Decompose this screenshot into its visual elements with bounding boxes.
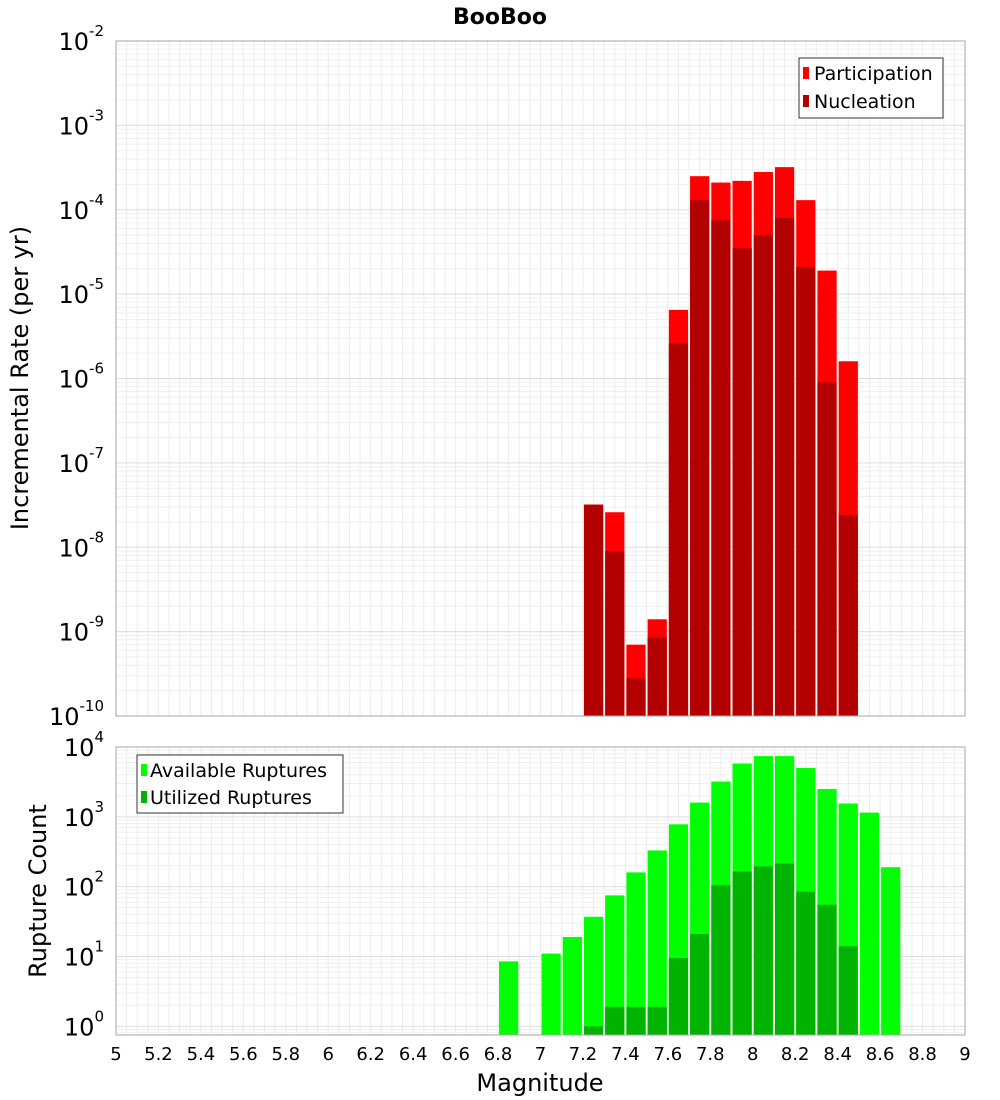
bottom-panel: 100 101 102 103 104 5 5.2 5.4 5.6 5.8 6 6.2 6.4 6.6 6… <box>24 728 971 1097</box>
legend-swatch-available <box>141 764 147 776</box>
top-bar-nucleation <box>626 678 646 716</box>
top-y-ticks: 10-10 10-9 10-8 10-7 10-6 10-5 10-4 10-3 10-2 <box>49 22 104 731</box>
legend-swatch-participation <box>803 67 809 79</box>
bottom-y-tick-label: 102 <box>64 868 104 902</box>
bottom-bar-available-ruptures <box>605 895 625 1035</box>
bottom-bars <box>499 756 901 1035</box>
bottom-bar-utilized-ruptures <box>647 1006 667 1035</box>
bottom-bar-utilized-ruptures <box>690 933 710 1035</box>
top-gridlines <box>115 41 966 717</box>
bottom-y-tick-label: 104 <box>64 728 104 762</box>
top-y-tick-label: 10-3 <box>58 106 104 140</box>
bottom-bar-utilized-ruptures <box>732 871 752 1035</box>
top-bar-nucleation <box>774 217 795 716</box>
bottom-bar-available-ruptures <box>859 812 880 1035</box>
bottom-bar-utilized-ruptures <box>668 958 689 1035</box>
bottom-bar-utilized-ruptures <box>838 946 858 1035</box>
x-tick-label: 8.2 <box>781 1044 810 1065</box>
bottom-bar-available-ruptures <box>499 961 519 1035</box>
chart-title: BooBoo <box>453 5 547 30</box>
bottom-bar-utilized-ruptures <box>753 866 773 1035</box>
top-y-axis-label: Incremental Rate (per yr) <box>6 226 34 530</box>
top-legend: Participation Nucleation <box>798 57 944 119</box>
top-y-tick-label: 10-5 <box>58 275 104 309</box>
bottom-y-ticks: 100 101 102 103 104 <box>64 728 104 1041</box>
bottom-bar-available-ruptures <box>583 916 604 1035</box>
x-tick-label: 5 <box>110 1044 121 1065</box>
x-tick-label: 6 <box>323 1044 334 1065</box>
x-tick-label: 5.8 <box>271 1044 300 1065</box>
bottom-bar-utilized-ruptures <box>626 1006 646 1035</box>
bottom-bar-utilized-ruptures <box>774 863 795 1035</box>
x-tick-label: 7.6 <box>654 1044 683 1065</box>
bottom-plot-frame <box>115 746 966 1036</box>
bottom-bar-utilized-ruptures <box>583 1026 604 1035</box>
bottom-bar-available-ruptures <box>562 936 582 1035</box>
top-bar-nucleation <box>605 551 625 716</box>
legend-swatch-nucleation <box>803 95 809 107</box>
top-bar-nucleation <box>711 220 731 717</box>
legend-label-available: Available Ruptures <box>150 760 327 782</box>
x-tick-label: 8.8 <box>908 1044 937 1065</box>
top-y-tick-label: 10-9 <box>58 613 104 647</box>
top-bars <box>583 167 858 717</box>
top-bar-nucleation <box>732 248 752 717</box>
bottom-y-tick-label: 100 <box>64 1007 104 1041</box>
bottom-y-tick-label: 103 <box>64 798 104 832</box>
x-tick-label: 6.8 <box>484 1044 513 1065</box>
x-axis-label: Magnitude <box>476 1069 603 1097</box>
top-bar-nucleation <box>753 235 773 716</box>
top-legend-box <box>798 57 944 119</box>
x-tick-label: 6.6 <box>441 1044 470 1065</box>
x-tick-label: 7.4 <box>611 1044 640 1065</box>
x-tick-label: 8 <box>747 1044 758 1065</box>
x-tick-label: 6.4 <box>399 1044 428 1065</box>
top-panel: 10-10 10-9 10-8 10-7 10-6 10-5 10-4 10-3 10-2 In… <box>6 22 966 731</box>
top-y-tick-label: 10-6 <box>58 360 104 394</box>
bottom-bar-utilized-ruptures <box>605 1006 625 1035</box>
x-tick-label: 7.8 <box>696 1044 725 1065</box>
x-tick-label: 7.2 <box>569 1044 598 1065</box>
top-bar-nucleation <box>817 382 837 716</box>
legend-swatch-utilized <box>141 791 147 803</box>
top-bar-nucleation <box>838 515 858 716</box>
top-y-tick-label: 10-10 <box>49 697 104 731</box>
bottom-legend-box <box>136 754 344 814</box>
top-y-tick-label: 10-4 <box>58 191 104 225</box>
bottom-legend: Available Ruptures Utilized Ruptures <box>136 754 344 814</box>
bottom-bar-available-ruptures <box>541 953 561 1035</box>
top-bar-nucleation <box>668 343 689 716</box>
bottom-y-tick-label: 101 <box>64 937 104 971</box>
top-plot-frame <box>115 40 966 717</box>
x-tick-label: 8.6 <box>866 1044 895 1065</box>
x-tick-label: 9 <box>959 1044 970 1065</box>
bottom-bar-utilized-ruptures <box>796 891 816 1035</box>
bottom-y-axis-label: Rupture Count <box>24 804 52 978</box>
bottom-bar-available-ruptures <box>626 872 646 1035</box>
bottom-bar-utilized-ruptures <box>711 885 731 1035</box>
top-bar-nucleation <box>647 637 667 716</box>
x-tick-label: 6.2 <box>356 1044 385 1065</box>
top-y-tick-label: 10-8 <box>58 528 104 562</box>
x-tick-label: 7 <box>535 1044 546 1065</box>
top-y-tick-label: 10-7 <box>58 444 104 478</box>
legend-label-participation: Participation <box>814 63 933 85</box>
top-y-tick-label: 10-2 <box>58 22 104 56</box>
legend-label-nucleation: Nucleation <box>814 91 916 113</box>
x-tick-label: 5.4 <box>187 1044 216 1065</box>
x-tick-label: 5.2 <box>144 1044 173 1065</box>
x-tick-label: 8.4 <box>823 1044 852 1065</box>
legend-label-utilized: Utilized Ruptures <box>150 787 312 809</box>
x-ticks: 5 5.2 5.4 5.6 5.8 6 6.2 6.4 6.6 6.8 7 7.2 7.4 7.6 7.8 8… <box>110 1044 970 1065</box>
x-tick-label: 5.6 <box>229 1044 258 1065</box>
bottom-bar-available-ruptures <box>881 867 901 1035</box>
top-bar-nucleation <box>583 504 604 716</box>
top-bar-nucleation <box>690 200 710 716</box>
top-bar-nucleation <box>796 266 816 716</box>
bottom-bar-available-ruptures <box>647 850 667 1035</box>
bottom-bar-utilized-ruptures <box>817 904 837 1035</box>
